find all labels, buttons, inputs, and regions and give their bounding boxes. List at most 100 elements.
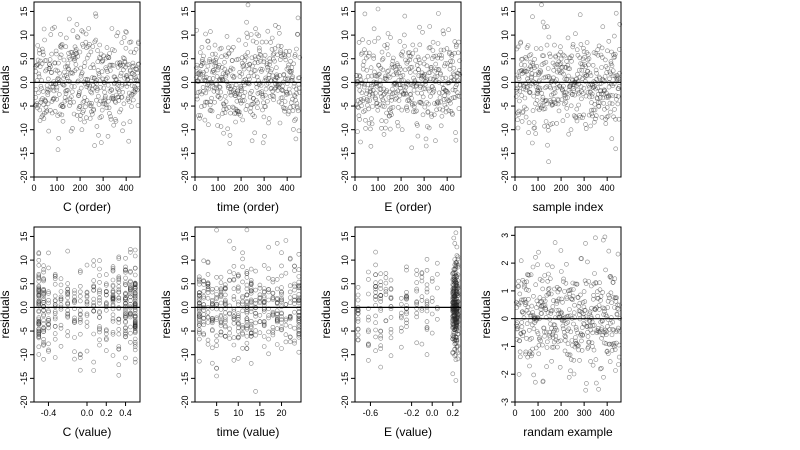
scatter-point [419,101,425,106]
scatter-point [116,327,122,332]
scatter-point [385,52,391,58]
scatter-point [245,35,250,40]
scatter-point [227,83,232,89]
scatter-point [72,288,77,293]
scatter-point [369,116,374,121]
scatter-point [46,349,51,354]
y-axis-title: residuals [0,290,12,338]
scatter-point [126,138,131,144]
scatter-point [293,116,299,122]
scatter-point [36,273,42,279]
scatter-point [373,249,378,255]
scatter-point [421,86,426,91]
scatter-point [36,257,42,263]
scatter-point [123,291,128,297]
scatter-point [361,96,367,101]
scatter-point [197,329,202,335]
scatter-point [601,87,607,93]
scatter-point [253,56,259,62]
scatter-point [453,137,459,143]
scatter-point [383,77,389,82]
scatter-point [116,306,122,311]
scatter-point [613,368,618,373]
scatter-point [528,272,534,278]
scatter-point [599,365,604,371]
scatter-point [210,51,215,57]
plot-frame [514,226,622,403]
scatter-point [54,51,59,57]
scatter-point [127,119,133,124]
scatter-point [266,329,271,335]
scatter-point [425,109,431,114]
scatter-point [240,279,245,285]
scatter-point [429,276,435,281]
scatter-point [197,336,202,342]
scatter-point [36,318,42,324]
scatter-point [538,46,544,52]
scatter-point [557,287,563,292]
scatter-point [132,265,138,271]
scatter-point [424,302,430,307]
scatter-point [81,44,86,49]
scatter-point [97,337,102,343]
y-tick-label: 0.0 [19,301,29,314]
scatter-point [194,62,200,68]
scatter-point [244,326,250,332]
scatter-point [404,311,409,317]
scatter-point [240,301,245,307]
scatter-point [438,99,444,105]
scatter-point [257,319,263,324]
scatter-point [58,276,64,282]
scatter-point [438,123,444,129]
scatter-point [532,379,538,385]
x-tick-label: -0.4 [41,408,57,418]
scatter-point [529,74,534,80]
scatter-point [110,264,116,269]
scatter-point [294,101,300,106]
scatter-point [453,334,459,340]
scatter-point [132,317,138,323]
scatter-point [529,303,535,309]
scatter-point [251,68,257,73]
scatter-point [603,341,609,346]
scatter-point [290,96,295,102]
scatter-point [257,295,263,300]
scatter-point [128,75,133,80]
scatter-point [206,86,211,92]
scatter-point [247,76,252,82]
scatter-point [67,103,72,108]
scatter-point [515,44,521,50]
scatter-point [226,45,231,51]
scatter-point [287,255,293,261]
scatter-point [64,35,69,41]
scatter-point [214,302,219,307]
scatter-point [373,96,379,102]
scatter-point [578,42,584,47]
scatter-point [616,84,622,89]
scatter-point [65,313,70,319]
scatter-point [49,51,55,57]
scatter-point [52,281,58,287]
scatter-point [201,103,207,109]
scatter-point [207,76,212,81]
scatter-point [529,351,535,357]
y-tick-label: 15 [19,6,29,16]
scatter-point [454,348,460,354]
scatter-point [601,374,606,380]
scatter-point [205,281,211,286]
scatter-point [218,280,224,286]
scatter-point [270,295,276,301]
scatter-point [218,124,224,129]
scatter-point [545,142,550,148]
scatter-point [578,84,584,89]
scatter-point [114,86,120,91]
scatter-point [615,101,621,107]
scatter-point [248,286,254,291]
scatter-point [454,90,460,95]
scatter-point [546,271,551,277]
scatter-point [287,324,293,329]
scatter-point [560,323,566,329]
scatter-point [65,75,70,80]
scatter-point [398,85,403,91]
